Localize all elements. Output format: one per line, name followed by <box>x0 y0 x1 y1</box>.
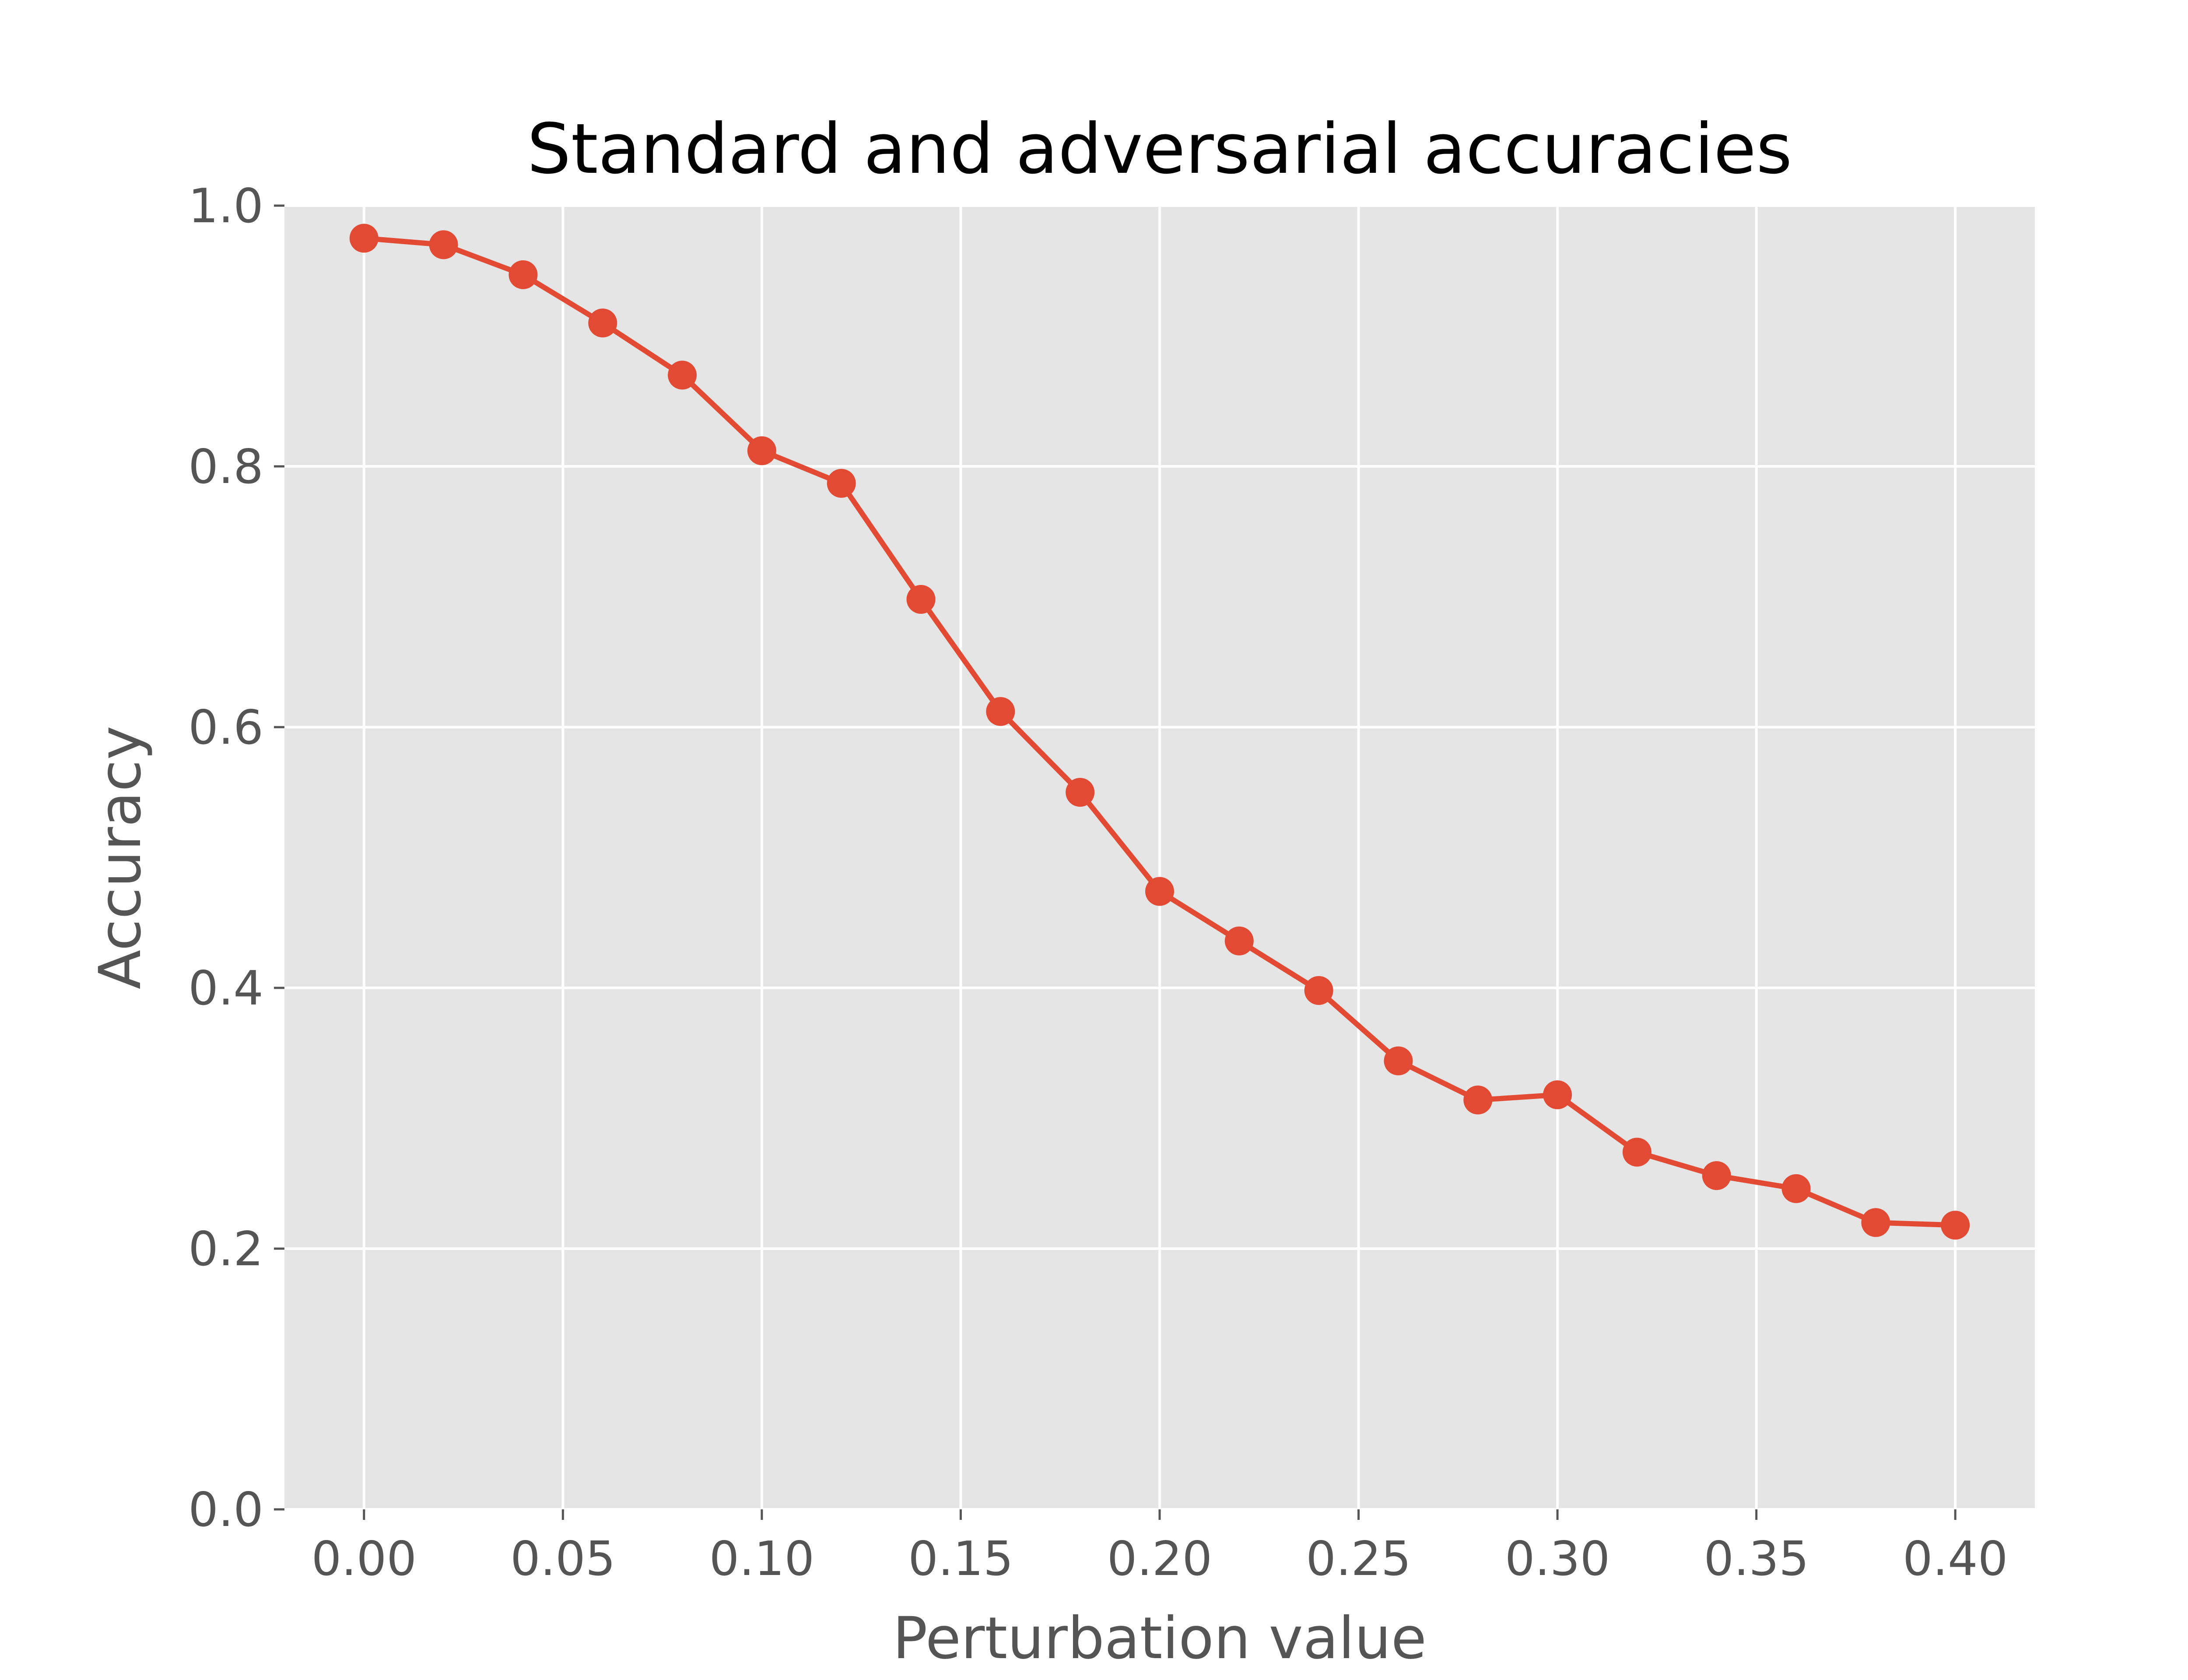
data-series <box>349 224 1970 1240</box>
chart-title: Standard and adversarial accuracies <box>527 109 1792 189</box>
y-tick-label: 0.2 <box>188 1222 263 1277</box>
data-point <box>1463 1085 1493 1115</box>
x-tick-label: 0.40 <box>1903 1532 2008 1586</box>
data-point <box>1224 926 1254 956</box>
x-tick-label: 0.10 <box>709 1532 814 1586</box>
y-tick-label: 0.8 <box>188 440 263 494</box>
x-tick-label: 0.35 <box>1704 1532 1809 1586</box>
x-tick-label: 0.15 <box>908 1532 1013 1586</box>
y-tick-label: 1.0 <box>188 179 263 234</box>
data-point <box>1941 1211 1970 1240</box>
data-point <box>1861 1208 1890 1237</box>
data-point <box>1066 778 1095 807</box>
data-point <box>1702 1161 1731 1190</box>
x-tick-label: 0.25 <box>1306 1532 1411 1586</box>
data-point <box>508 260 538 289</box>
x-tick-label: 0.00 <box>312 1532 417 1586</box>
x-axis-label: Perturbation value <box>893 1605 1427 1672</box>
axis-ticks: 0.00 0.05 0.10 0.15 0.20 0.25 0.30 0.35 0.40 0.0 0… <box>188 179 2008 1586</box>
data-point <box>1781 1174 1811 1203</box>
y-tick-label: 0.4 <box>188 961 263 1016</box>
data-point <box>906 584 936 614</box>
data-point <box>1304 976 1333 1005</box>
y-tick-label: 0.0 <box>188 1483 263 1537</box>
y-axis-label: Accuracy <box>87 726 154 990</box>
data-point <box>747 436 776 466</box>
grid-lines <box>284 204 2035 1511</box>
data-point <box>588 308 617 338</box>
data-point <box>429 230 458 259</box>
x-tick-label: 0.05 <box>510 1532 615 1586</box>
x-tick-label: 0.30 <box>1505 1532 1610 1586</box>
data-point <box>1543 1080 1572 1110</box>
data-point <box>1622 1138 1652 1167</box>
data-point <box>349 224 379 253</box>
data-point <box>1145 877 1174 906</box>
x-tick-label: 0.20 <box>1107 1532 1212 1586</box>
data-point <box>986 697 1015 726</box>
data-point <box>827 469 856 498</box>
y-tick-label: 0.6 <box>188 700 263 755</box>
data-point <box>668 360 697 390</box>
data-point <box>1384 1046 1413 1075</box>
